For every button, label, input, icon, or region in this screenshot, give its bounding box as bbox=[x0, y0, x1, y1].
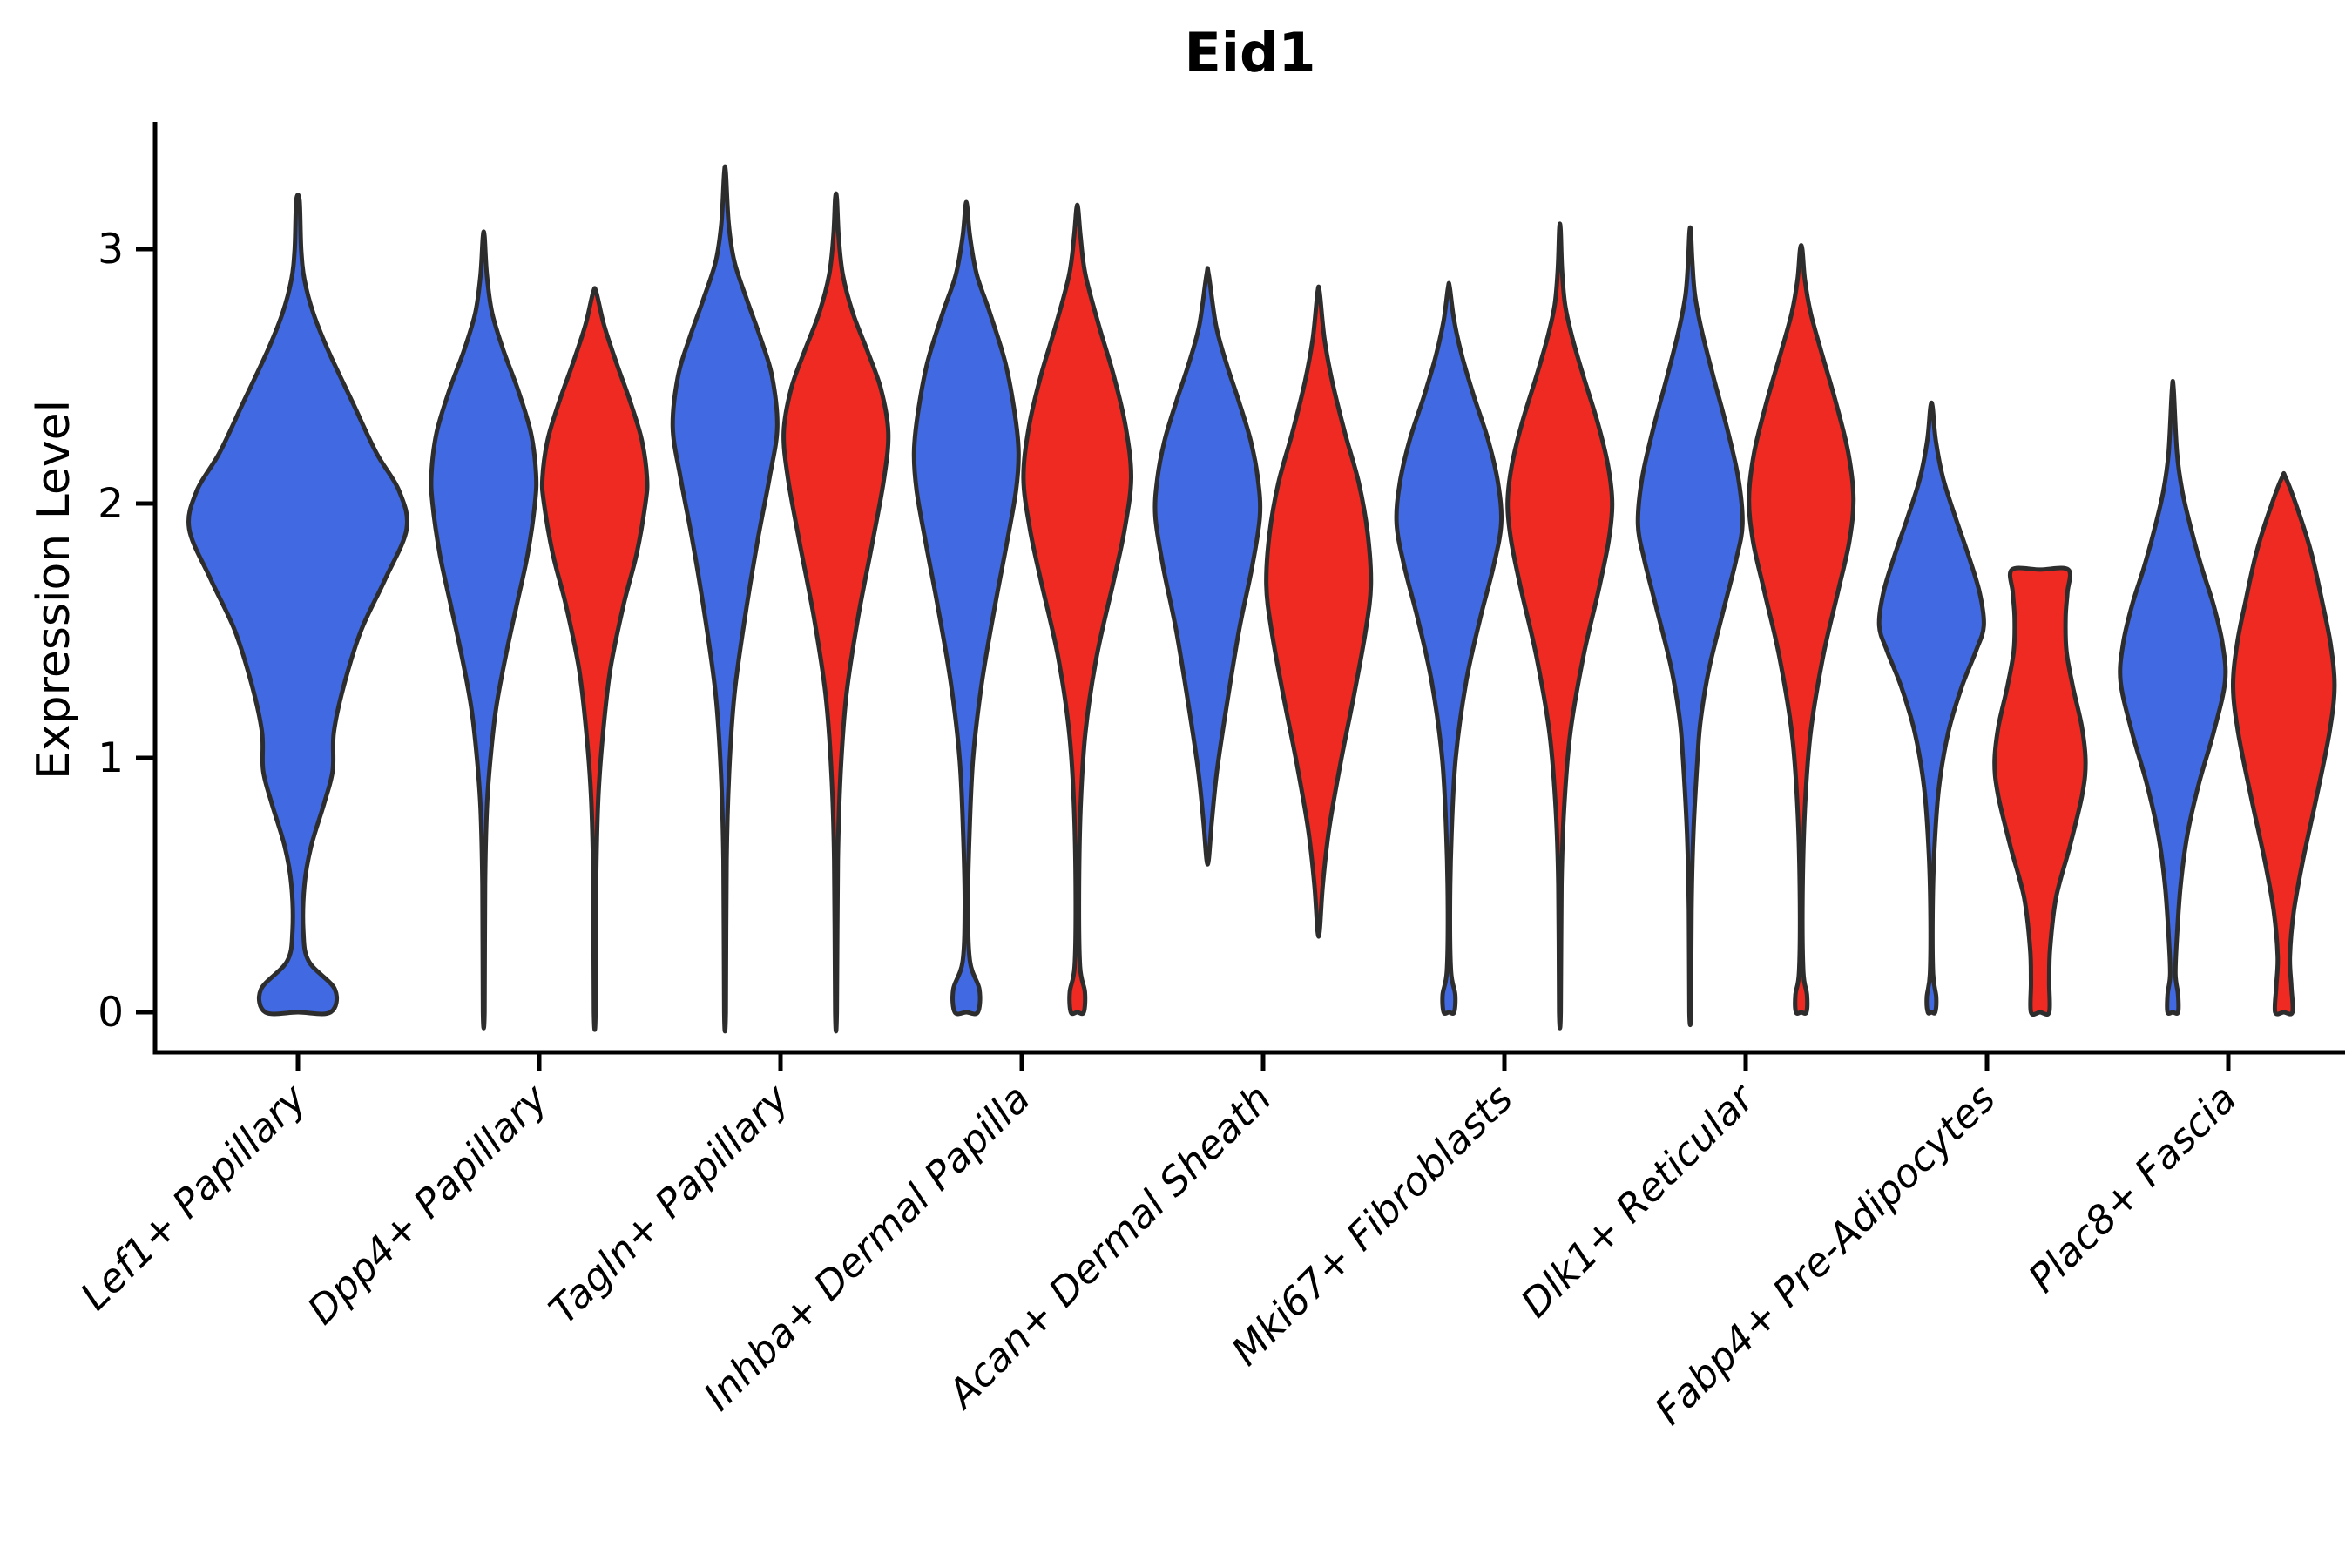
y-tick-label: 1 bbox=[98, 734, 124, 782]
y-tick-label: 0 bbox=[98, 989, 124, 1037]
violin-Mki67+-blue bbox=[1394, 280, 1504, 1016]
violin-Tagln+-red bbox=[781, 191, 891, 1034]
violin-Inhba+-red bbox=[1021, 202, 1134, 1017]
y-tick-label: 3 bbox=[98, 226, 124, 274]
violin-Acan+-red bbox=[1264, 284, 1374, 939]
violin-Fabp4+-blue bbox=[1876, 400, 1986, 1016]
violin-Dpp4+-blue bbox=[429, 229, 539, 1031]
x-tick-label: Dpp4+ Papillary bbox=[299, 1074, 558, 1333]
x-tick-label: Tagln+ Papillary bbox=[540, 1074, 799, 1333]
violin-Lef1+-blue bbox=[186, 193, 409, 1017]
violin-Dlk1+-red bbox=[1747, 243, 1856, 1016]
violin-Dpp4+-red bbox=[539, 286, 650, 1032]
violin-Acan+-blue bbox=[1152, 266, 1263, 867]
x-tick-label: Dlk1+ Reticular bbox=[1511, 1074, 1764, 1327]
x-tick-label: Plac8+ Fascia bbox=[2019, 1075, 2246, 1301]
violin-Plac8+-blue bbox=[2118, 378, 2228, 1016]
violin-Plac8+-red bbox=[2230, 470, 2337, 1017]
violin-Dlk1+-blue bbox=[1635, 225, 1745, 1028]
violin-Tagln+-blue bbox=[670, 164, 780, 1034]
x-tick-label: Lef1+ Papillary bbox=[71, 1074, 316, 1319]
violins bbox=[186, 164, 2337, 1034]
chart-title: Eid1 bbox=[1184, 21, 1316, 84]
violin-Inhba+-blue bbox=[911, 199, 1021, 1017]
y-tick-label: 2 bbox=[98, 480, 124, 528]
violin-Fabp4+-red bbox=[1992, 565, 2088, 1017]
violin-Mki67+-red bbox=[1505, 221, 1615, 1031]
